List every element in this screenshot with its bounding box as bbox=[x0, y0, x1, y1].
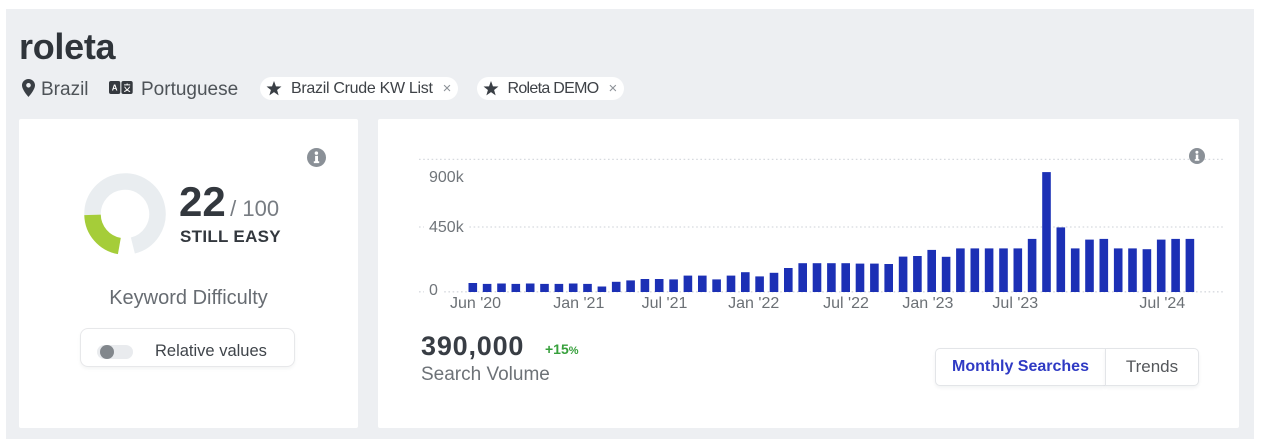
svg-text:A: A bbox=[112, 84, 118, 93]
